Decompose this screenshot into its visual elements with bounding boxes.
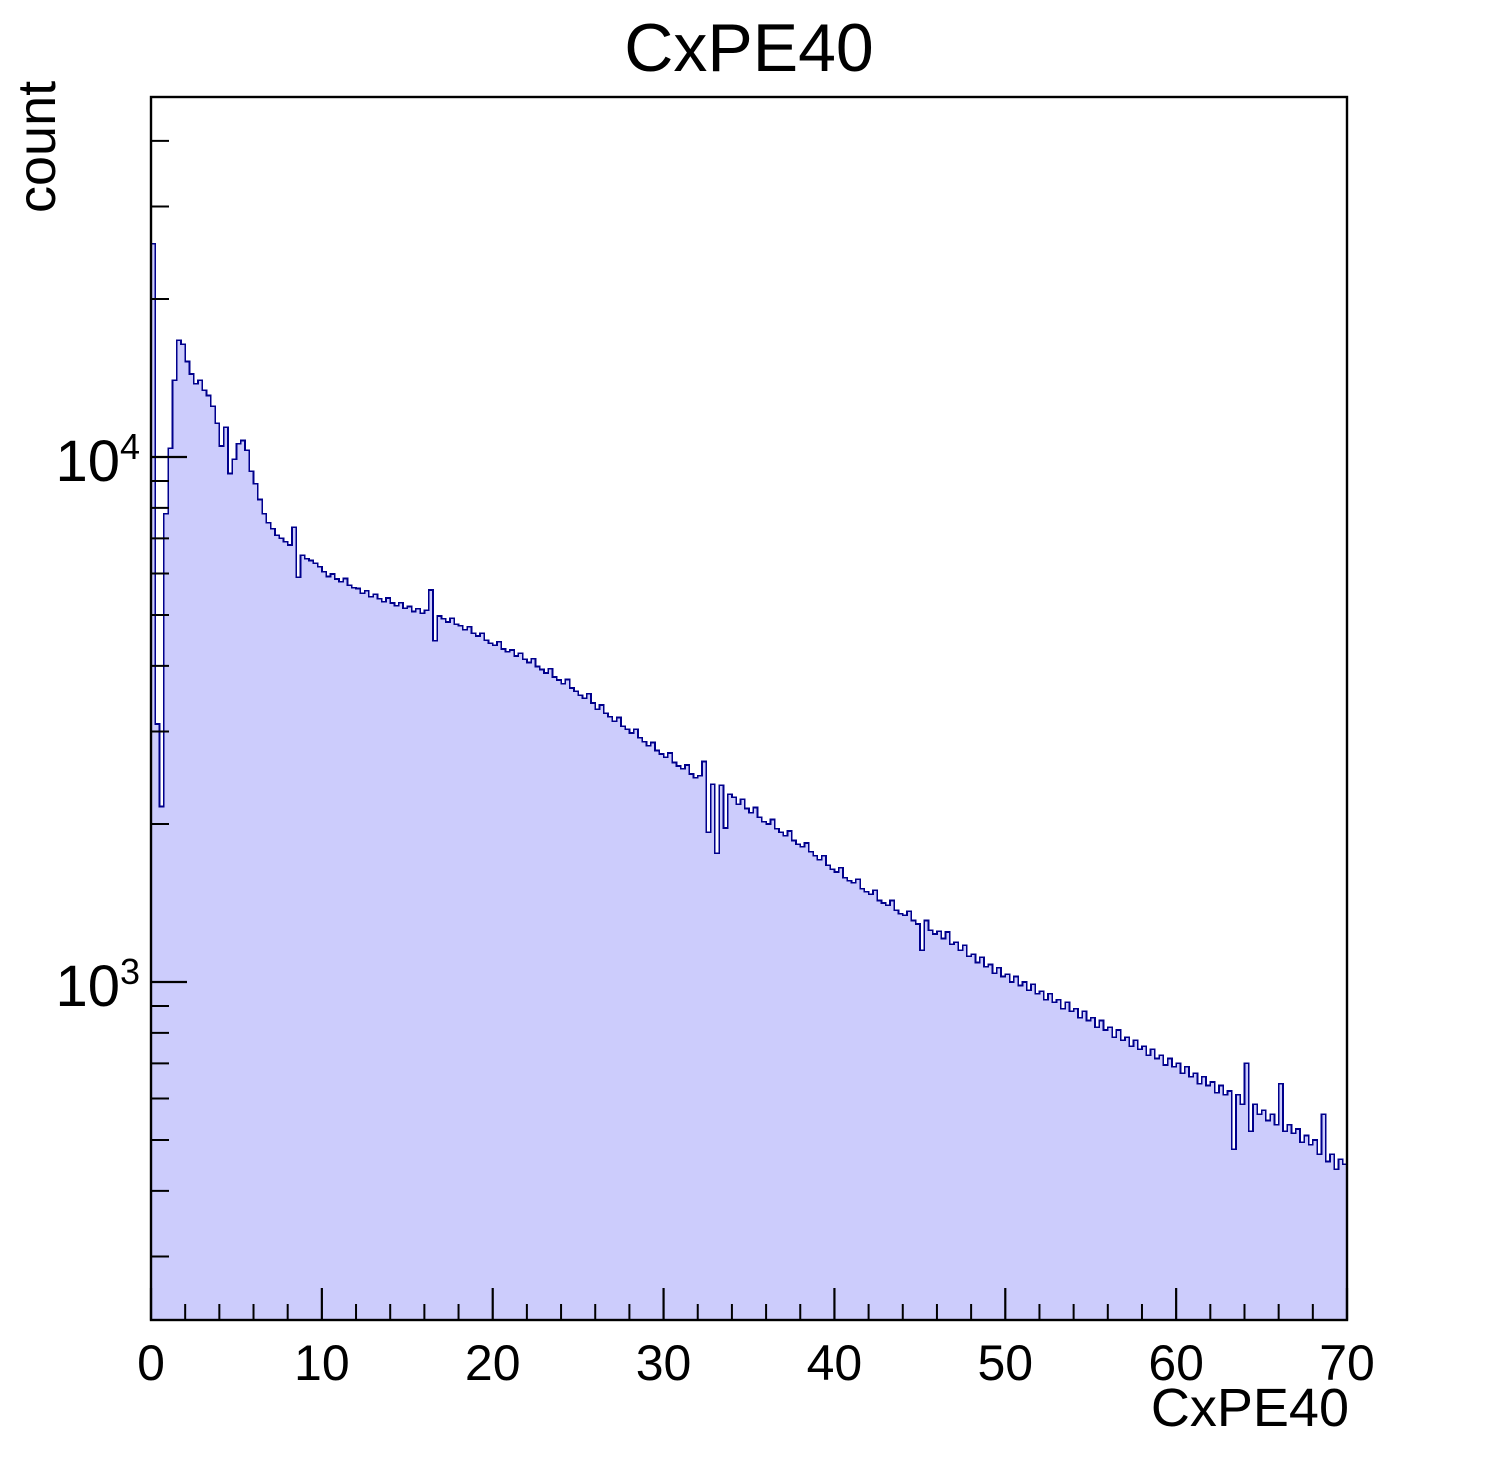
plot-frame — [149, 95, 1349, 1322]
x-tick-label: 20 — [465, 1335, 521, 1391]
y-tick-label: 103 — [55, 951, 140, 1019]
chart-title: CxPE40 — [624, 10, 873, 86]
x-axis-title: CxPE40 — [1151, 1378, 1349, 1438]
x-tick-label: 40 — [807, 1335, 863, 1391]
x-tick-label: 10 — [294, 1335, 350, 1391]
x-tick-label: 60 — [1148, 1335, 1204, 1391]
x-tick-label: 30 — [636, 1335, 692, 1391]
x-tick-label: 70 — [1319, 1335, 1375, 1391]
histogram-series — [150, 242, 1348, 1321]
x-tick-label: 0 — [137, 1335, 165, 1391]
y-axis-title: count — [7, 81, 67, 213]
y-tick-label: 104 — [55, 426, 140, 494]
plot-area: 0 10 20 30 40 50 60 70 103 104 — [55, 95, 1375, 1391]
x-tick-label: 50 — [977, 1335, 1033, 1391]
